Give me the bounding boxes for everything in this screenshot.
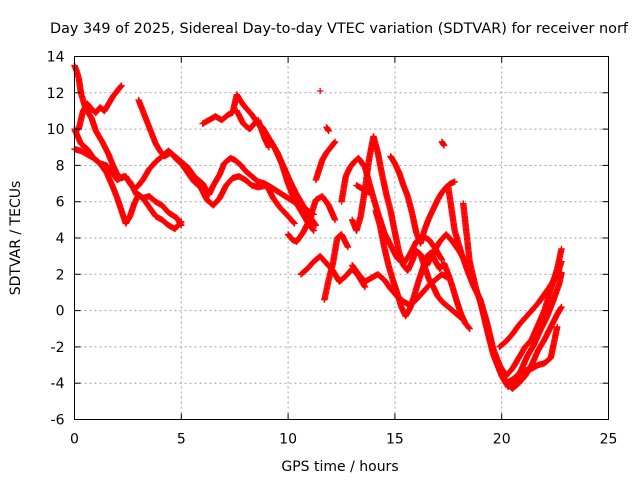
data-point — [558, 245, 565, 253]
series-trace-4 — [71, 125, 185, 229]
data-point — [291, 220, 298, 227]
series-trace-9 — [284, 193, 339, 245]
y-tick-label: 12 — [47, 86, 65, 102]
data-points — [71, 62, 565, 392]
data-point — [316, 87, 324, 95]
data-point — [331, 138, 339, 146]
data-point — [451, 178, 458, 185]
series-trace-18 — [353, 182, 373, 196]
data-point — [344, 243, 352, 251]
data-point — [118, 82, 125, 89]
data-point — [366, 189, 373, 196]
tick-labels: 0 5 10 15 20 25 -6 -4 -2 0 2 4 6 8 10 12 14 — [47, 50, 618, 448]
chart-title: Day 349 of 2025, Sidereal Day-to-day VTE… — [50, 21, 629, 37]
y-axis-label: SDTVAR / TECUs — [8, 181, 24, 296]
data-point — [361, 283, 369, 291]
series-trace-3 — [71, 145, 185, 233]
data-point — [265, 144, 273, 151]
series-trace-16 — [348, 133, 467, 323]
y-tick-label: 8 — [56, 158, 65, 174]
series-trace-5 — [135, 96, 298, 227]
series-trace-13 — [312, 138, 339, 184]
x-tick-label: 25 — [600, 432, 618, 448]
series-trace-2 — [75, 82, 125, 133]
data-point — [440, 142, 448, 149]
y-tick-label: 6 — [56, 195, 65, 211]
x-axis-label: GPS time / hours — [281, 459, 398, 475]
x-tick-label: 0 — [70, 432, 79, 448]
y-tick-label: -2 — [51, 340, 65, 356]
series-trace-20 — [387, 153, 458, 247]
x-tick-label: 10 — [279, 432, 297, 448]
series-trace-8 — [254, 116, 273, 151]
series-trace-26 — [496, 258, 565, 351]
data-point — [554, 323, 561, 331]
series-trace-12 — [323, 124, 332, 135]
data-point — [290, 219, 297, 226]
series-trace-1 — [71, 62, 317, 218]
x-tick-label: 15 — [386, 432, 404, 448]
y-tick-label: 4 — [56, 231, 65, 247]
y-tick-label: 10 — [47, 122, 65, 138]
data-point — [558, 303, 565, 311]
x-tick-label: 20 — [493, 432, 511, 448]
y-tick-label: 14 — [47, 50, 65, 66]
series-trace-27 — [502, 323, 561, 387]
y-tick-label: 0 — [56, 304, 65, 320]
data-point — [465, 324, 473, 332]
x-tick-label: 5 — [177, 432, 186, 448]
data-point — [331, 216, 339, 224]
data-point — [466, 325, 473, 332]
y-tick-label: -4 — [51, 376, 65, 392]
data-point — [310, 227, 317, 234]
axis-ticks — [74, 56, 609, 420]
data-point — [311, 221, 319, 228]
data-point — [325, 127, 332, 135]
data-point — [309, 226, 317, 233]
series-trace-19 — [372, 207, 473, 332]
y-tick-label: 2 — [56, 267, 65, 283]
data-point — [117, 83, 124, 90]
series-trace-14 — [321, 231, 352, 303]
data-point — [312, 222, 320, 229]
series-trace-11 — [316, 87, 324, 95]
y-tick-label: -6 — [51, 413, 65, 429]
data-point — [558, 258, 565, 265]
data-point — [331, 139, 338, 146]
data-point — [178, 222, 185, 229]
series-trace-22 — [438, 138, 448, 149]
data-point — [438, 256, 446, 263]
